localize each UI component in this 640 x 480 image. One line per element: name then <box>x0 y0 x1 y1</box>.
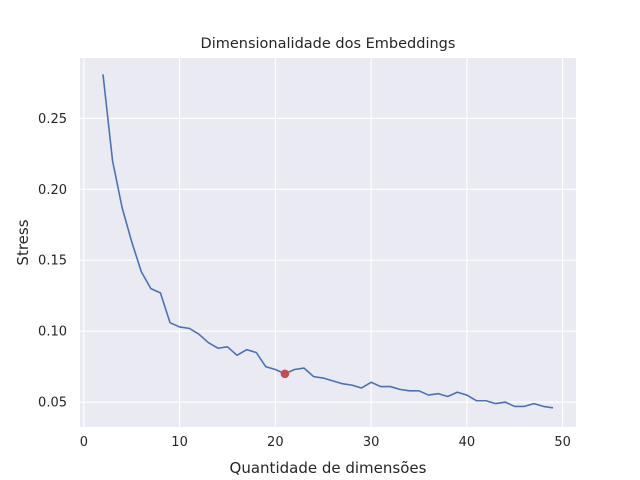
grid <box>80 58 576 427</box>
y-tick-label: 0.15 <box>38 254 67 269</box>
series-line <box>102 74 554 409</box>
y-tick-label: 0.20 <box>38 183 67 198</box>
x-tick-label: 20 <box>267 435 284 450</box>
y-tick-label: 0.05 <box>38 396 67 411</box>
x-tick-label: 10 <box>171 435 188 450</box>
plot-background <box>80 58 576 427</box>
x-tick-label: 30 <box>363 435 380 450</box>
chart-title: Dimensionalidade dos Embeddings <box>201 36 456 52</box>
x-tick-label: 0 <box>80 435 88 450</box>
x-tick-label: 40 <box>459 435 476 450</box>
highlight-point <box>280 369 290 379</box>
y-tick-label: 0.10 <box>38 325 67 340</box>
x-tick-label: 50 <box>554 435 571 450</box>
series-layer <box>102 74 554 409</box>
y-tick-label: 0.25 <box>38 112 67 127</box>
y-axis-label: Stress <box>14 219 32 265</box>
tick-labels: 0 10 20 30 40 50 0.05 0.10 0.15 0.20 0.25 <box>38 112 571 450</box>
x-axis-label: Quantidade de dimensões <box>230 459 427 477</box>
